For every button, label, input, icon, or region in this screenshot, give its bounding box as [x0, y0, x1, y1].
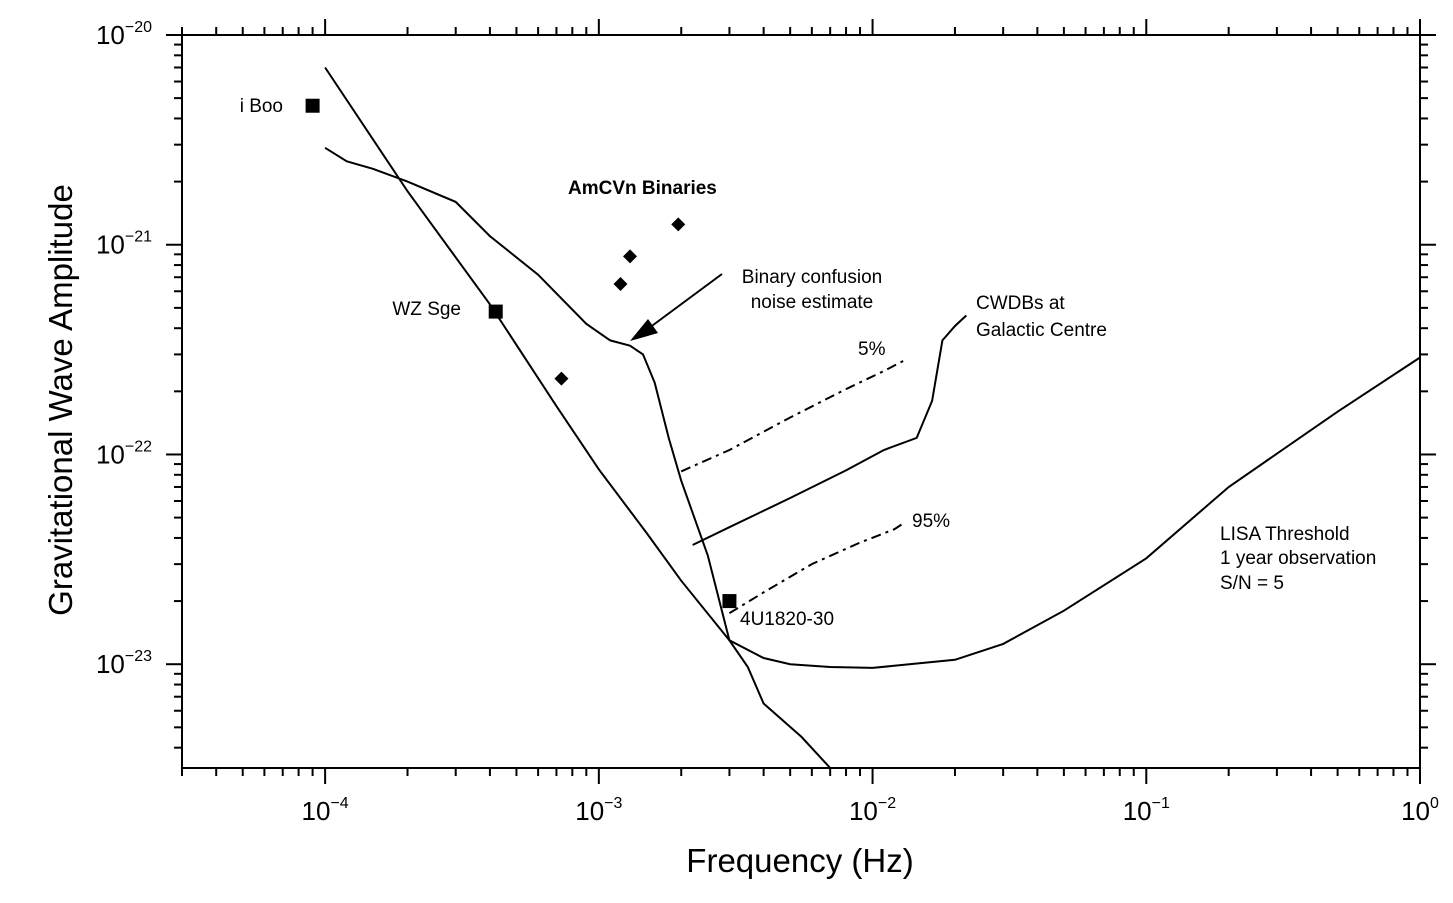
lisa-label-line2: 1 year observation [1220, 548, 1376, 569]
confusion-label-line2: noise estimate [751, 292, 874, 313]
confusion-label-line1: Binary confusion [742, 267, 882, 288]
y-tick-label: 10−21 [96, 229, 152, 260]
axes-frame [181, 34, 1421, 769]
pct5-label: 5% [858, 339, 886, 360]
y-tick-label: 10−20 [96, 19, 152, 50]
ucx-label: 4U1820-30 [740, 609, 834, 630]
diamond-marker [613, 276, 628, 291]
y-tick-label: 10−22 [96, 438, 152, 469]
iboo-label: i Boo [240, 96, 283, 117]
series-line-1 [324, 66, 1421, 669]
x-tick-label: 10−2 [849, 795, 896, 826]
y-axis-title: Gravitational Wave Amplitude [42, 184, 79, 616]
tick-marks [166, 19, 1436, 784]
wzsge-label: WZ Sge [392, 299, 461, 320]
x-tick-label: 100 [1401, 795, 1439, 826]
diamond-marker [671, 217, 686, 232]
plot-frame [181, 34, 1421, 769]
x-axis-title: Frequency (Hz) [686, 842, 913, 879]
x-tick-label: 10−3 [575, 795, 622, 826]
confusion-arrow [630, 273, 723, 341]
series-line-2 [324, 146, 831, 769]
cwdb-label-line2: Galactic Centre [976, 320, 1107, 341]
y-tick-label: 10−23 [96, 648, 152, 679]
lisa-label-line3: S/N = 5 [1220, 573, 1284, 594]
cwdb-label-line1: CWDBs at [976, 293, 1065, 314]
diamond-marker [554, 371, 569, 386]
x-tick-label: 10−1 [1123, 795, 1170, 826]
markers [305, 98, 737, 609]
square-marker [488, 304, 503, 319]
square-marker [305, 98, 320, 113]
tick-labels: 10−4 10−3 10−2 10−1 100 10−20 10−21 10−22 10−23 [96, 19, 1439, 826]
lisa-label-line1: LISA Threshold [1220, 524, 1350, 545]
diamond-marker [623, 249, 638, 264]
curves [324, 66, 1421, 769]
series-line-3 [692, 314, 967, 546]
x-tick-label: 10−4 [302, 795, 349, 826]
pct95-label: 95% [912, 511, 950, 532]
series-line-4 [680, 359, 905, 473]
amcvn-label: AmCVn Binaries [568, 178, 717, 199]
series-line-5 [728, 522, 905, 615]
square-marker [722, 594, 737, 609]
